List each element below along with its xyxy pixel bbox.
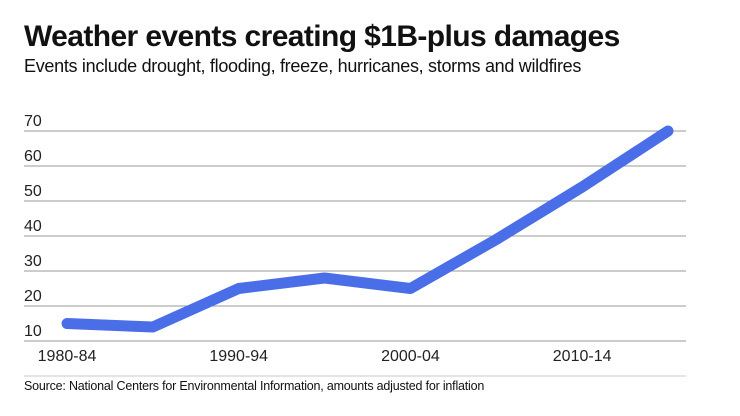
chart-title: Weather events creating $1B-plus damages bbox=[24, 20, 620, 53]
x-tick-label: 1990-94 bbox=[209, 348, 268, 365]
x-axis-ticks: 1980-84 1990-94 2000-04 2010-14 bbox=[38, 348, 612, 365]
y-tick-label: 20 bbox=[24, 288, 42, 305]
chart-subtitle: Events include drought, flooding, freeze… bbox=[24, 56, 582, 76]
y-tick-label: 60 bbox=[24, 148, 42, 165]
y-tick-label: 40 bbox=[24, 218, 42, 235]
gridlines bbox=[24, 130, 686, 342]
source-note: Source: National Centers for Environment… bbox=[24, 379, 485, 393]
x-tick-label: 2000-04 bbox=[381, 348, 440, 365]
y-tick-label: 50 bbox=[24, 183, 42, 200]
x-tick-label: 1980-84 bbox=[38, 348, 97, 365]
y-tick-label: 10 bbox=[24, 323, 42, 340]
y-axis-ticks: 10 20 30 40 50 60 70 bbox=[24, 113, 42, 340]
y-tick-label: 70 bbox=[24, 113, 42, 130]
y-tick-label: 30 bbox=[24, 253, 42, 270]
series-line bbox=[61, 125, 674, 333]
series-layer bbox=[61, 125, 674, 333]
x-tick-label: 2010-14 bbox=[553, 348, 612, 365]
